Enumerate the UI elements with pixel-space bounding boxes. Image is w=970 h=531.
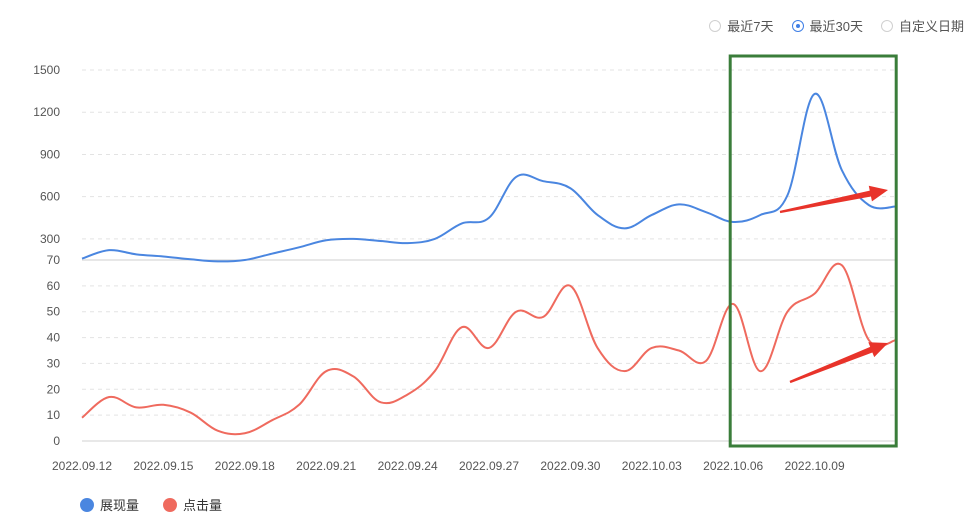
x-tick-label: 2022.10.03 [622,459,682,473]
x-tick-label: 2022.10.09 [785,459,845,473]
y-tick-label: 10 [47,408,61,422]
radio-icon [880,19,893,32]
y-tick-label: 600 [40,190,60,204]
y-tick-label: 900 [40,147,60,161]
x-tick-label: 2022.09.30 [540,459,600,473]
chart-legend: 展现量 点击量 [80,495,222,514]
y-tick-label: 70 [47,253,61,267]
trend-arrow-icon [789,342,888,384]
range-option-label: 最近7天 [727,19,774,34]
legend-label: 点击量 [183,498,223,513]
y-tick-label: 1500 [33,63,60,77]
trend-arrow-icon [779,185,888,214]
x-tick-label: 2022.09.27 [459,459,519,473]
x-tick-label: 2022.09.24 [378,459,438,473]
y-tick-label: 0 [53,434,60,448]
date-range-selector: 最近7天 最近30天 自定义日期 [709,16,964,35]
x-tick-label: 2022.09.21 [296,459,356,473]
highlight-box [728,54,898,448]
range-option-30days[interactable]: 最近30天 [791,16,863,35]
range-option-custom[interactable]: 自定义日期 [880,16,964,35]
x-tick-label: 2022.09.15 [133,459,193,473]
clicks-series-line [81,262,897,436]
y-tick-label: 30 [47,356,61,370]
range-option-label: 自定义日期 [898,19,964,34]
y-tick-label: 20 [47,382,61,396]
impressions-series-line [81,92,897,263]
arrow-shape [779,185,888,214]
arrow-shape [789,342,888,384]
legend-item-clicks[interactable]: 点击量 [163,495,222,514]
y-tick-label: 60 [47,279,61,293]
radio-checked-icon [791,19,804,32]
legend-swatch-icon [80,497,94,512]
range-option-label: 最近30天 [809,19,863,34]
x-tick-label: 2022.09.18 [215,459,275,473]
legend-label: 展现量 [100,498,140,513]
legend-item-impressions[interactable]: 展现量 [80,495,139,514]
legend-swatch-icon [163,497,178,512]
radio-icon [709,19,722,32]
range-option-7days[interactable]: 最近7天 [709,16,774,35]
x-tick-label: 2022.10.06 [703,459,763,473]
y-tick-label: 50 [47,305,61,319]
y-tick-label: 40 [47,331,61,345]
y-tick-label: 300 [40,232,60,246]
y-tick-label: 1200 [33,105,60,119]
x-tick-label: 2022.09.12 [52,459,112,473]
